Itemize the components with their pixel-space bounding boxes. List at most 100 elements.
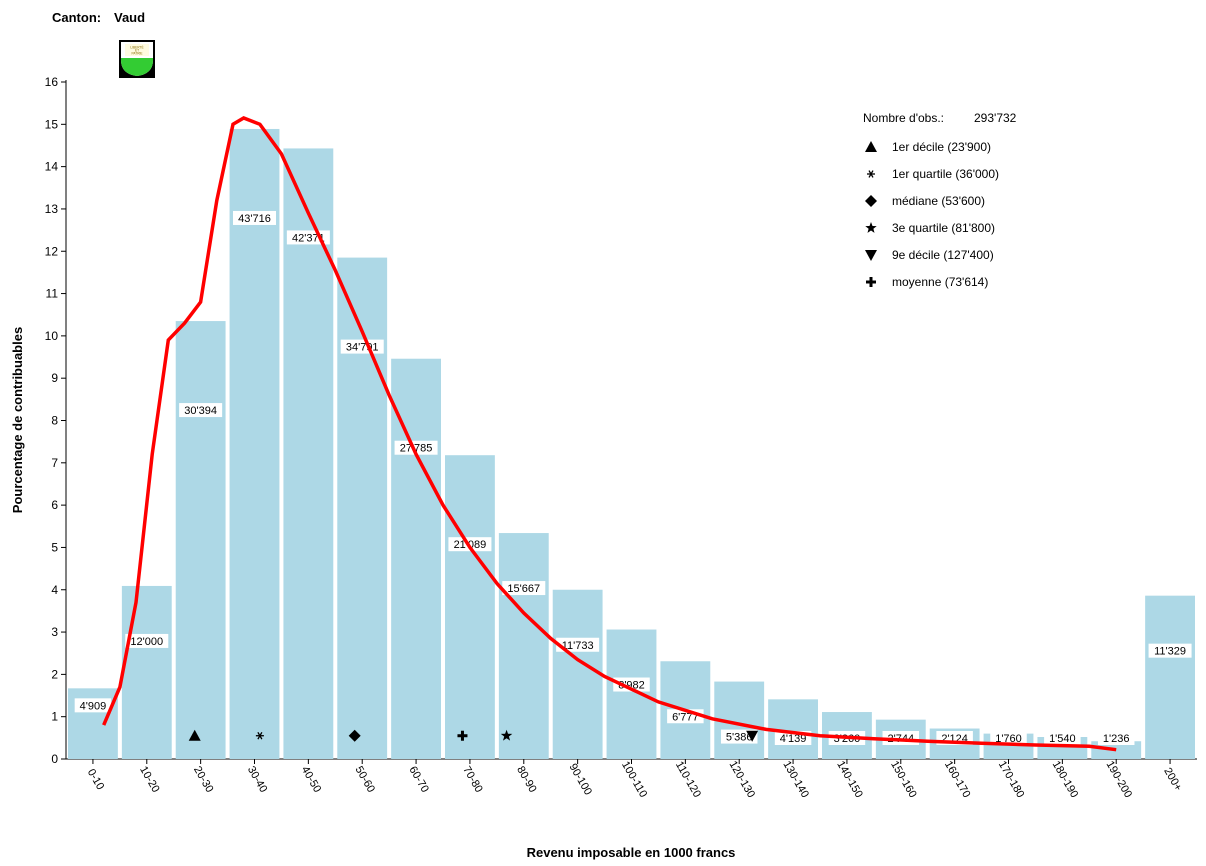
count-label: 42'371 <box>292 232 325 244</box>
count-label-bg <box>1044 731 1081 745</box>
x-tick-label: 80-90 <box>514 764 538 794</box>
x-tick-label: 30-40 <box>245 764 269 794</box>
asterisk-icon <box>867 170 875 178</box>
star-icon <box>865 222 877 233</box>
legend-obs-label: Nombre d'obs.: <box>863 111 944 125</box>
x-tick-label: 10-20 <box>137 764 161 794</box>
bar <box>175 321 226 759</box>
y-tick-label: 11 <box>46 287 59 301</box>
svg-text:ET: ET <box>135 49 139 53</box>
x-tick-label: 170-180 <box>996 759 1027 800</box>
x-tick-label: 90-100 <box>566 762 594 798</box>
density-curve <box>102 116 1117 752</box>
triangle-down-marker <box>746 730 759 742</box>
bar <box>606 629 657 759</box>
count-label: 12'000 <box>130 636 163 648</box>
svg-text:LIBERTÉ: LIBERTÉ <box>130 45 143 50</box>
count-label-bg <box>179 403 223 418</box>
y-tick-label: 15 <box>45 117 59 131</box>
y-tick-label: 5 <box>51 540 58 554</box>
legend-item-label: médiane (53'600) <box>892 194 985 208</box>
bar-labels: 4'909 12'000 30'394 43'716 42'371 34'791 27'78… <box>74 210 1192 745</box>
y-tick-label: 0 <box>51 752 58 766</box>
bar <box>498 533 549 759</box>
bar <box>229 128 280 760</box>
x-tick-label: 60-70 <box>406 764 430 794</box>
count-label: 43'716 <box>238 213 271 225</box>
y-tick-label: 1 <box>51 710 58 724</box>
x-tick-label: 160-170 <box>942 759 973 800</box>
count-label-bg <box>613 677 650 692</box>
y-tick-label: 3 <box>51 625 58 639</box>
y-tick-label: 9 <box>51 371 58 385</box>
count-label-bg <box>502 581 546 596</box>
count-label-bg <box>990 731 1027 745</box>
x-tick-label: 180-190 <box>1050 759 1081 800</box>
vaud-crest-icon: LIBERTÉ ET PATRIE <box>119 40 155 78</box>
count-label: 4'909 <box>80 700 107 712</box>
count-label: 34'791 <box>346 342 379 354</box>
legend-item-label: 9e décile (127'400) <box>892 248 994 262</box>
asterisk-marker <box>255 731 264 740</box>
x-tick-label: 140-150 <box>834 759 865 800</box>
triangle-up-icon <box>865 141 877 152</box>
canton-label: Canton: <box>52 10 102 25</box>
count-label-bg <box>340 339 384 354</box>
y-tick-label: 16 <box>45 75 59 89</box>
count-label: 30'394 <box>184 405 217 417</box>
count-label-bg <box>74 698 112 713</box>
x-axis-title: Revenu imposable en 1000 francs <box>527 845 736 860</box>
count-label: 1'760 <box>995 733 1022 745</box>
y-axis-title: Pourcentage de contribuables <box>10 327 25 513</box>
statistic-markers <box>188 729 759 742</box>
y-tick-label: 13 <box>45 202 59 216</box>
star-marker <box>500 729 513 741</box>
legend-obs-value: 293'732 <box>974 111 1017 125</box>
count-label: 8'982 <box>618 680 645 692</box>
bar <box>391 358 441 759</box>
diamond-marker <box>348 729 361 742</box>
x-tick-label: 120-130 <box>727 759 758 800</box>
count-label: 11'733 <box>562 640 594 652</box>
count-label-bg <box>556 637 600 652</box>
bar <box>121 585 172 759</box>
diamond-icon <box>865 195 877 207</box>
legend-item-label: moyenne (73'614) <box>892 275 988 289</box>
count-label: 5'386 <box>726 732 753 744</box>
x-tick-label: 20-30 <box>191 764 215 794</box>
y-tick-label: 7 <box>51 456 58 470</box>
count-label: 15'667 <box>507 583 540 595</box>
count-label: 27'785 <box>400 443 433 455</box>
bar <box>1091 741 1142 759</box>
x-tick-label: 100-110 <box>619 759 649 799</box>
bar <box>1145 595 1195 759</box>
legend-item-label: 1er décile (23'900) <box>892 140 991 154</box>
count-label-bg <box>1097 731 1135 745</box>
y-tick-label: 2 <box>51 667 58 681</box>
legend-item-label: 1er quartile (36'000) <box>892 167 999 181</box>
count-label: 1'540 <box>1049 733 1076 745</box>
x-tick-label: 40-50 <box>299 764 323 794</box>
count-label-bg <box>233 210 276 225</box>
x-tick-label: 150-160 <box>888 759 919 800</box>
y-tick-label: 12 <box>45 244 59 258</box>
count-label: 1'236 <box>1103 733 1130 745</box>
x-tick-label: 110-120 <box>673 759 703 799</box>
bar <box>552 589 603 759</box>
x-tick-label: 190-200 <box>1104 759 1135 800</box>
bar <box>445 455 495 759</box>
legend-item-label: 3e quartile (81'800) <box>892 221 995 235</box>
legend: Nombre d'obs.: 293'732 1er décile (23'90… <box>863 111 1017 289</box>
canton-value: Vaud <box>114 10 146 25</box>
count-label: 4'139 <box>780 733 807 745</box>
x-tick-label: 200+ <box>1161 766 1184 793</box>
count-label: 11'329 <box>1154 646 1186 658</box>
x-tick-label: 70-80 <box>460 764 484 794</box>
y-tick-label: 10 <box>45 329 59 343</box>
y-tick-label: 6 <box>51 498 58 512</box>
count-label-bg <box>394 440 438 455</box>
triangle-down-icon <box>865 250 877 261</box>
x-tick-label: 130-140 <box>780 759 811 800</box>
count-label-bg <box>1148 643 1192 658</box>
